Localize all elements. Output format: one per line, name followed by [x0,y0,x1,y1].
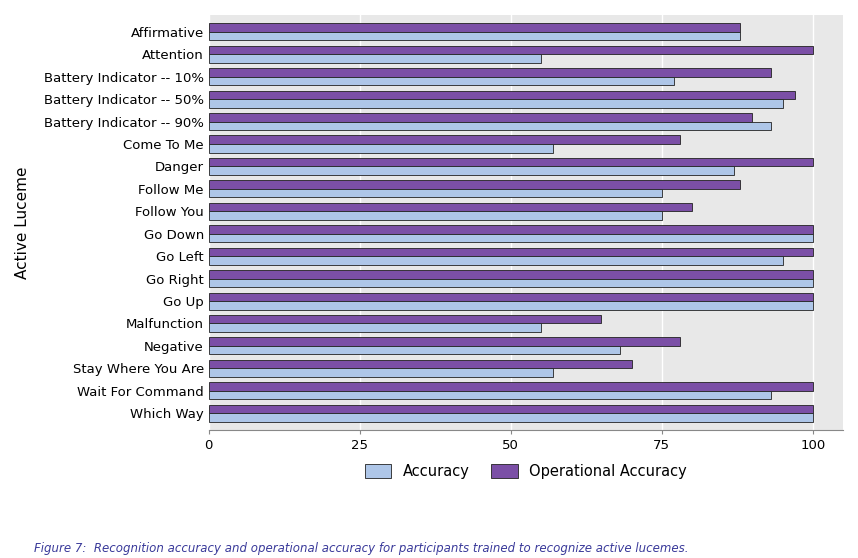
Bar [208,23,740,32]
Bar [208,391,770,400]
Bar [208,248,813,256]
Bar [208,68,770,76]
Bar [208,338,680,346]
Bar [208,122,770,130]
Legend: Accuracy, Operational Accuracy: Accuracy, Operational Accuracy [359,458,693,485]
Bar [208,144,553,152]
Bar [208,90,795,99]
Bar [208,54,541,63]
Bar [208,189,662,198]
Bar [208,360,631,368]
Bar [208,32,740,40]
Bar [208,136,680,144]
Text: Figure 7:  Recognition accuracy and operational accuracy for participants traine: Figure 7: Recognition accuracy and opera… [34,542,689,555]
Bar [208,346,619,354]
Bar [208,324,541,332]
Bar [208,180,740,189]
Bar [208,382,813,391]
Bar [208,413,813,422]
Bar [208,301,813,310]
Bar [208,315,601,324]
Bar [208,234,813,242]
Bar [208,166,734,175]
Bar [208,256,782,264]
Bar [208,292,813,301]
Bar [208,225,813,234]
Bar [208,46,813,54]
Bar [208,405,813,413]
Bar [208,211,662,220]
Bar [208,99,782,108]
Bar [208,368,553,377]
Y-axis label: Active Luceme: Active Luceme [15,166,30,279]
Bar [208,278,813,287]
Bar [208,113,752,122]
Bar [208,158,813,166]
Bar [208,203,692,211]
Bar [208,76,674,85]
Bar [208,270,813,278]
